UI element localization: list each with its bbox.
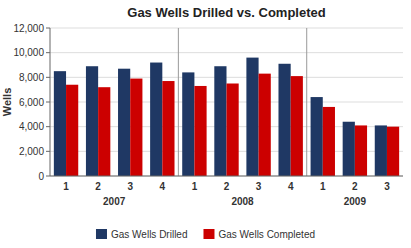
y-axis	[50, 28, 51, 176]
legend: Gas Wells Drilled Gas Wells Completed	[96, 229, 315, 240]
group-label: 2008	[231, 196, 254, 207]
legend-item: Gas Wells Drilled	[96, 229, 188, 240]
bar	[130, 79, 142, 176]
bar	[194, 86, 206, 176]
x-tick-label: 2	[352, 181, 358, 192]
y-tick-label: 8,000	[19, 72, 44, 83]
legend-swatch	[96, 229, 107, 239]
x-tick-label: 1	[192, 181, 198, 192]
legend-swatch	[203, 229, 214, 239]
x-tick-label: 3	[256, 181, 262, 192]
bar	[162, 81, 174, 176]
y-axis-label: Wells	[1, 88, 13, 117]
x-tick-label: 3	[127, 181, 133, 192]
y-tick-label: 0	[38, 171, 44, 182]
x-tick-label: 4	[288, 181, 294, 192]
y-tick-label: 4,000	[19, 121, 44, 132]
bar	[246, 58, 258, 176]
grid	[50, 28, 403, 176]
bar	[343, 122, 355, 176]
bar	[54, 71, 66, 176]
bar	[323, 107, 335, 176]
bar	[118, 69, 130, 176]
y-tick-label: 12,000	[13, 23, 44, 34]
y-tick	[46, 52, 50, 53]
bar	[86, 66, 98, 176]
chart: Gas Wells Drilled vs. Completed 0 2,000 4,0…	[0, 0, 411, 248]
bar	[259, 74, 271, 176]
grid-line	[50, 176, 403, 177]
title: Gas Wells Drilled vs. Completed	[127, 5, 325, 20]
group-label: 2009	[344, 196, 367, 207]
grid-line	[50, 28, 403, 29]
bar	[311, 97, 323, 176]
bar	[227, 84, 239, 177]
bar	[278, 64, 290, 176]
bar	[387, 127, 399, 176]
y-tick	[46, 176, 50, 177]
group-separator	[306, 28, 307, 176]
group-label: 2007	[103, 196, 126, 207]
y-tick-label: 6,000	[19, 97, 44, 108]
bar	[291, 76, 303, 176]
group-separator	[178, 28, 179, 176]
y-tick-label: 10,000	[13, 47, 44, 58]
bar	[150, 63, 162, 176]
x-tick-label: 1	[63, 181, 69, 192]
legend-label: Gas Wells Completed	[218, 229, 315, 240]
bar	[98, 87, 110, 176]
x-tick-label: 2	[224, 181, 230, 192]
y-tick	[46, 126, 50, 127]
bar	[355, 125, 367, 176]
y-tick	[46, 28, 50, 29]
legend-item: Gas Wells Completed	[203, 229, 315, 240]
x-axis	[50, 176, 403, 177]
legend-label: Gas Wells Drilled	[111, 229, 188, 240]
y-tick-label: 2,000	[19, 146, 44, 157]
bar	[182, 72, 194, 176]
bar	[214, 66, 226, 176]
bars	[54, 58, 399, 176]
x-tick-label: 3	[384, 181, 390, 192]
grid-line	[50, 52, 403, 53]
bar	[66, 85, 78, 176]
x-tick-label: 4	[160, 181, 166, 192]
y-tick	[46, 102, 50, 103]
x-tick-label: 2	[95, 181, 101, 192]
y-tick	[46, 151, 50, 152]
x-tick-label: 1	[320, 181, 326, 192]
bar	[375, 125, 387, 176]
y-tick	[46, 77, 50, 78]
